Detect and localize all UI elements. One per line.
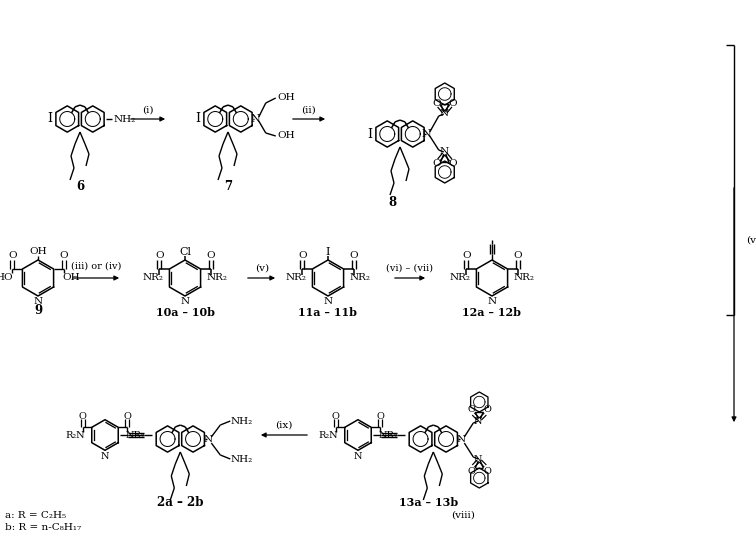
Text: O: O (123, 412, 132, 421)
Text: Cl: Cl (179, 247, 191, 257)
Text: NR₂: NR₂ (286, 274, 307, 282)
Text: 6: 6 (76, 180, 84, 193)
Text: NR₂: NR₂ (143, 274, 164, 282)
Text: I: I (367, 127, 373, 140)
Text: N: N (354, 452, 362, 461)
Text: O: O (448, 99, 457, 107)
Text: NH₂: NH₂ (114, 114, 136, 124)
Text: (ix): (ix) (275, 421, 293, 429)
Text: 7: 7 (224, 180, 232, 193)
Text: 12a – 12b: 12a – 12b (463, 307, 522, 319)
Text: O: O (155, 251, 164, 261)
Text: 13a – 13b: 13a – 13b (398, 498, 458, 508)
Text: NH₂: NH₂ (230, 455, 253, 463)
Text: O: O (79, 412, 87, 421)
Text: O: O (8, 251, 17, 261)
Text: 9: 9 (34, 304, 42, 317)
Text: I: I (48, 113, 52, 126)
Text: 10a – 10b: 10a – 10b (156, 307, 215, 319)
Text: O: O (59, 251, 68, 261)
Text: NH₂: NH₂ (230, 416, 253, 425)
Text: O: O (349, 251, 358, 261)
Text: N: N (251, 114, 261, 124)
Text: (viii): (viii) (746, 236, 756, 244)
Text: O: O (467, 405, 476, 415)
Text: O: O (432, 99, 441, 107)
Text: O: O (483, 467, 491, 475)
Text: NR₂: NR₂ (125, 431, 145, 440)
Text: 8: 8 (388, 196, 396, 209)
Text: O: O (332, 412, 339, 421)
Text: b: R = n-C₈H₁₇: b: R = n-C₈H₁₇ (5, 524, 81, 532)
Text: 2a – 2b: 2a – 2b (157, 496, 203, 509)
Text: N: N (439, 109, 448, 119)
Text: N: N (181, 298, 190, 306)
Text: (vi) – (vii): (vi) – (vii) (386, 263, 433, 273)
Text: NR₂: NR₂ (206, 274, 227, 282)
Text: N: N (203, 435, 213, 443)
Text: N: N (488, 298, 497, 306)
Text: N: N (422, 129, 432, 139)
Text: (iii) or (iv): (iii) or (iv) (71, 261, 121, 270)
Text: NR₂: NR₂ (349, 274, 370, 282)
Text: a: R = C₂H₅: a: R = C₂H₅ (5, 512, 66, 520)
Text: O: O (298, 251, 307, 261)
Text: (viii): (viii) (451, 511, 476, 519)
Text: NR₂: NR₂ (379, 431, 398, 440)
Text: O: O (462, 251, 471, 261)
Text: I: I (326, 247, 330, 257)
Text: OH: OH (277, 132, 295, 140)
Text: (v): (v) (255, 263, 269, 273)
Text: NR₂: NR₂ (513, 274, 534, 282)
Text: OH: OH (29, 248, 47, 256)
Text: O: O (376, 412, 384, 421)
Text: HO: HO (0, 273, 13, 281)
Text: N: N (33, 298, 42, 306)
Text: O: O (432, 159, 441, 169)
Text: O: O (467, 467, 476, 475)
Text: (ii): (ii) (302, 106, 316, 114)
Text: R₂N: R₂N (65, 431, 85, 440)
Text: R₂N: R₂N (318, 431, 338, 440)
Text: N: N (439, 147, 448, 157)
Text: NR₂: NR₂ (450, 274, 471, 282)
Text: N: N (474, 416, 482, 425)
Text: O: O (448, 159, 457, 169)
Text: N: N (101, 452, 110, 461)
Text: N: N (474, 455, 482, 463)
Text: 11a – 11b: 11a – 11b (299, 307, 358, 319)
Text: O: O (206, 251, 215, 261)
Text: N: N (324, 298, 333, 306)
Text: N: N (457, 435, 466, 443)
Text: OH: OH (277, 94, 295, 102)
Text: I: I (196, 113, 200, 126)
Text: OH: OH (63, 273, 80, 281)
Text: O: O (483, 405, 491, 415)
Text: (i): (i) (142, 106, 153, 114)
Text: O: O (513, 251, 522, 261)
